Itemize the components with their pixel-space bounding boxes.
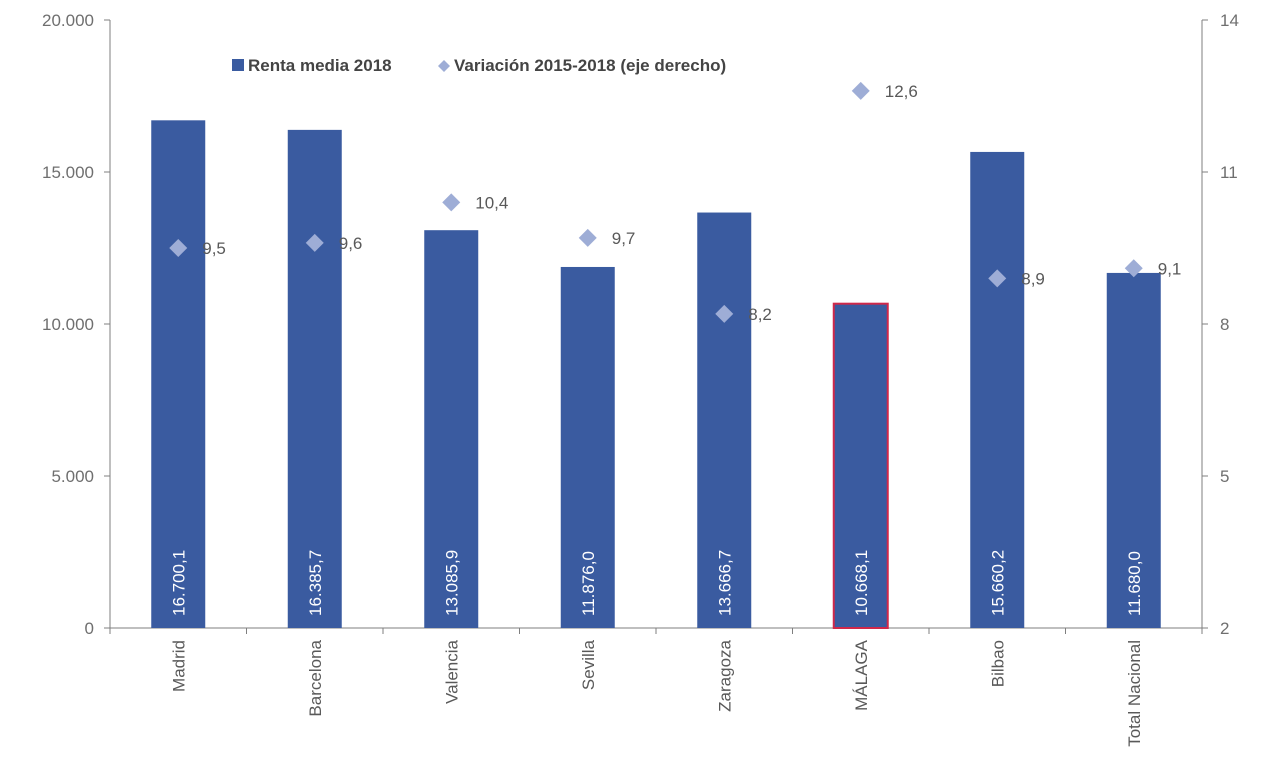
variation-point	[578, 228, 597, 247]
left-tick-label: 0	[85, 619, 94, 638]
bar-zaragoza	[697, 212, 752, 628]
variation-value-label: 12,6	[885, 82, 918, 101]
variation-value-label: 9,6	[339, 234, 363, 253]
bar-madrid	[151, 120, 206, 629]
variation-value-label: 8,2	[748, 305, 772, 324]
bar-value-label: 13.666,7	[715, 550, 734, 616]
right-tick-label: 11	[1220, 163, 1238, 182]
category-label: Bilbao	[988, 640, 1007, 687]
legend-diamond-label: Variación 2015-2018 (eje derecho)	[454, 56, 726, 75]
left-tick-label: 15.000	[42, 163, 94, 182]
bar-value-label: 16.385,7	[306, 550, 325, 616]
legend-diamond-swatch	[438, 60, 450, 72]
variation-value-label: 10,4	[475, 193, 508, 212]
legend-bar-swatch	[232, 59, 244, 71]
category-label: Total Nacional	[1125, 640, 1144, 747]
variation-point	[1124, 259, 1143, 278]
bar-value-label: 11.876,0	[579, 551, 598, 616]
variation-value-label: 9,1	[1158, 259, 1182, 278]
right-tick-label: 14	[1220, 11, 1239, 30]
category-label: Barcelona	[306, 639, 325, 716]
bar-value-label: 11.680,0	[1125, 551, 1144, 616]
bar-value-label: 15.660,2	[988, 550, 1007, 616]
bar-value-label: 13.085,9	[442, 550, 461, 616]
variation-point	[988, 269, 1007, 288]
left-tick-label: 5.000	[51, 467, 94, 486]
bar-total-nacional	[1106, 272, 1161, 628]
right-tick-label: 8	[1220, 315, 1229, 334]
legend: Renta media 2018 Variación 2015-2018 (eje…	[232, 56, 726, 75]
bar-valencia	[424, 230, 479, 628]
category-label: MÁLAGA	[852, 639, 871, 711]
category-label: Valencia	[442, 639, 461, 703]
variation-points: 9,5 9,6 10,4 9,7 8,2 12,6 8,9 9,1	[169, 81, 1182, 324]
bar-sevilla	[560, 266, 615, 628]
left-tick-label: 10.000	[42, 315, 94, 334]
variation-value-label: 9,7	[612, 229, 636, 248]
bars: 16.700,1 Madrid 16.385,7 Barcelona 13.085,9 V…	[151, 120, 1161, 747]
variation-value-label: 9,5	[202, 239, 226, 258]
variation-point	[851, 81, 870, 100]
bar-málaga	[832, 302, 889, 629]
variation-point	[442, 193, 461, 212]
axes: 0 5.000 10.000 15.000 20.000 2 5 8 11 14	[42, 11, 1239, 638]
right-tick-label: 2	[1220, 619, 1229, 638]
bar-value-label: 16.700,1	[169, 550, 188, 616]
variation-value-label: 8,9	[1021, 269, 1045, 288]
category-label: Madrid	[169, 640, 188, 692]
bar-value-label: 10.668,1	[852, 550, 871, 616]
variation-point	[305, 233, 324, 252]
right-tick-label: 5	[1220, 467, 1229, 486]
legend-bar-label: Renta media 2018	[248, 56, 392, 75]
bar-bilbao	[970, 151, 1025, 628]
category-label: Zaragoza	[715, 639, 734, 711]
left-tick-label: 20.000	[42, 11, 94, 30]
bar-barcelona	[287, 129, 342, 628]
variation-point	[715, 304, 734, 323]
category-label: Sevilla	[579, 639, 598, 690]
variation-point	[169, 239, 188, 257]
